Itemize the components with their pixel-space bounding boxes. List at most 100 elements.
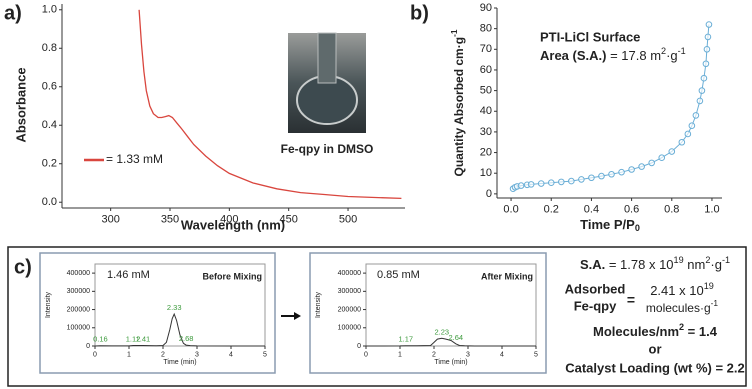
y-axis-title: Intensity xyxy=(315,291,322,318)
point xyxy=(702,60,710,68)
y-tick-label: 10 xyxy=(480,167,492,179)
point xyxy=(588,174,595,182)
y-tick-label: 100000 xyxy=(338,325,361,332)
y-tick-label: 90 xyxy=(480,2,492,14)
concentration: 1.46 mM xyxy=(107,269,150,281)
y-tick-label: 0 xyxy=(357,343,361,350)
point xyxy=(658,154,666,162)
point xyxy=(598,172,605,180)
y-tick-label: 0.8 xyxy=(42,42,57,54)
panel-label: a) xyxy=(4,2,22,24)
y-tick-label: 300000 xyxy=(338,288,361,295)
flask-neck xyxy=(317,32,337,84)
summary-sup: 19 xyxy=(704,281,714,291)
x-tick-label: 0 xyxy=(93,352,97,359)
y-tick-label: 0.2 xyxy=(42,158,57,170)
summary-sup: -1 xyxy=(722,255,730,265)
peak-label: 2.64 xyxy=(448,333,463,342)
x-tick-label: 2 xyxy=(161,352,165,359)
x-tick-label: 5 xyxy=(534,352,538,359)
point xyxy=(678,138,686,146)
x-tick-label: 300 xyxy=(101,214,119,226)
x-tick-label: 0 xyxy=(364,352,368,359)
peak-label: 1.17 xyxy=(398,335,413,344)
point xyxy=(547,179,555,187)
y-tick-label: 30 xyxy=(480,126,492,138)
summary-line: S.A. = 1.78 x 1019 nm2·g-1 xyxy=(580,255,730,272)
y-axis-title-sup: -1 xyxy=(449,29,459,37)
y-tick-label: 60 xyxy=(480,64,492,76)
legend-label: = 1.33 mM xyxy=(106,152,163,166)
y-tick-label: 20 xyxy=(480,146,492,158)
point xyxy=(692,112,700,119)
point xyxy=(608,170,615,178)
x-tick-label: 0.2 xyxy=(544,204,559,216)
point xyxy=(668,148,676,155)
y-axis-title-text: Quantity Absorbed cm xyxy=(452,48,466,176)
y-tick-label: 400000 xyxy=(67,270,90,277)
x-tick-label: 3 xyxy=(195,352,199,359)
x-tick-label: 5 xyxy=(263,352,267,359)
plot-frame xyxy=(94,263,266,347)
x-tick-label: 0.0 xyxy=(503,204,518,216)
y-tick-label: 0.0 xyxy=(42,196,57,208)
summary-text: Fe-qpy xyxy=(574,298,617,313)
y-axis-title: Absorbance xyxy=(13,67,28,142)
summary-sup: -1 xyxy=(711,298,719,308)
point xyxy=(557,178,565,186)
y-tick-label: 200000 xyxy=(338,306,361,313)
peak-label: 2.23 xyxy=(435,327,450,336)
y-axis-title-text: ·g xyxy=(452,37,466,48)
summary-text: = xyxy=(627,292,635,308)
summary-line: molecules·g-1 xyxy=(646,298,718,315)
chromatogram-frame xyxy=(309,252,547,374)
x-tick-label: 2 xyxy=(432,352,436,359)
arrow-head xyxy=(294,312,301,320)
y-tick-label: 70 xyxy=(480,43,492,55)
summary-text: S.A. xyxy=(580,257,605,272)
x-axis-title: Time (min) xyxy=(434,359,467,366)
x-tick-label: 4 xyxy=(500,352,504,359)
point xyxy=(578,176,585,183)
summary-text: nm xyxy=(684,257,706,272)
chromatogram-frame xyxy=(39,252,276,374)
x-axis-title: Time P/P0 xyxy=(580,217,640,233)
y-tick-label: 0.6 xyxy=(42,81,57,93)
summary-sup: 2 xyxy=(705,255,710,265)
x-tick-label: 0.4 xyxy=(584,204,599,216)
y-tick-label: 200000 xyxy=(67,306,90,313)
y-tick-label: 40 xyxy=(480,105,492,117)
point xyxy=(696,97,704,105)
y-tick-label: 300000 xyxy=(67,288,90,295)
y-tick-label: 80 xyxy=(480,23,492,35)
point xyxy=(527,181,535,188)
peak-label: 1.41 xyxy=(136,335,151,344)
summary-line: 2.41 x 1019 xyxy=(650,281,714,298)
plot-frame xyxy=(365,263,537,347)
summary-text: or xyxy=(649,341,662,356)
summary-text: ·g xyxy=(710,257,722,272)
x-axis-title: Wavelength (nm) xyxy=(181,217,285,232)
point xyxy=(537,180,545,187)
point xyxy=(517,182,525,189)
annotation: PTI-LiCl Surface xyxy=(540,29,640,44)
summary-text: = 1.4 xyxy=(684,324,718,339)
annotation-text: = 17.8 m xyxy=(606,48,661,63)
annotation-text: ·g xyxy=(666,48,678,63)
y-tick-label: 0 xyxy=(86,343,90,350)
y-tick-label: 400000 xyxy=(338,270,361,277)
peak-label: 2.68 xyxy=(179,334,194,343)
inset-caption: Fe-qpy in DMSO xyxy=(281,142,374,156)
point xyxy=(628,166,635,173)
panel-frame xyxy=(7,246,747,387)
summary-text: Catalyst Loading (wt %) = 2.2 xyxy=(565,360,745,375)
annotation: Area (S.A.) = 17.8 m2·g-1 xyxy=(540,46,686,63)
summary-sup: 2 xyxy=(679,322,684,332)
summary-text: molecules·g xyxy=(646,301,711,315)
y-axis-title: Quantity Absorbed cm·g-1 xyxy=(449,29,466,176)
condition: Before Mixing xyxy=(202,271,262,281)
y-tick-label: 100000 xyxy=(67,325,90,332)
annotation-sup: 2 xyxy=(661,46,666,56)
panel-label: b) xyxy=(410,2,429,24)
